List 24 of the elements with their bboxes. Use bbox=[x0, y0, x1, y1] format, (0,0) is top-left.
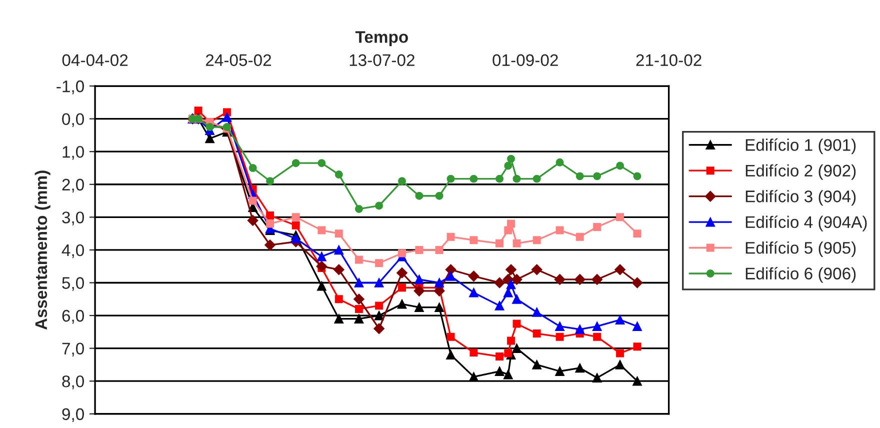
x-tick-label: 21-10-02 bbox=[636, 54, 702, 66]
legend-label: Edifício 3 (904) bbox=[746, 190, 856, 206]
y-axis-title: Assentamento (mm) bbox=[34, 170, 50, 330]
x-tick-label: 04-04-02 bbox=[62, 54, 128, 66]
y-tick-label: -1,0 bbox=[56, 80, 84, 94]
chart-title: Tempo bbox=[355, 31, 408, 46]
y-tick-label: 7,0 bbox=[62, 342, 84, 356]
y-tick-label: 2,0 bbox=[62, 178, 84, 193]
y-tick-label: 1,0 bbox=[62, 146, 84, 160]
y-tick-label: 9,0 bbox=[62, 408, 84, 422]
legend-label: Edifício 4 (904A) bbox=[746, 216, 867, 232]
x-tick-label: 01-09-02 bbox=[492, 54, 558, 66]
y-tick-label: 4,0 bbox=[62, 244, 84, 258]
y-tick-label: 5,0 bbox=[62, 277, 84, 291]
y-tick-label: 3,0 bbox=[62, 212, 84, 226]
y-tick-label: 0,0 bbox=[62, 113, 84, 127]
x-tick-label: 13-07-02 bbox=[350, 54, 414, 66]
legend-label: Edifício 1 (901) bbox=[746, 138, 856, 154]
y-tick-label: 8,0 bbox=[62, 375, 84, 390]
legend-label: Edifício 2 (902) bbox=[746, 164, 856, 180]
legend-label: Edifício 6 (906) bbox=[746, 267, 856, 283]
legend-label: Edifício 5 (905) bbox=[746, 241, 856, 258]
x-tick-label: 24-05-02 bbox=[206, 54, 272, 66]
y-tick-label: 6,0 bbox=[62, 310, 84, 324]
